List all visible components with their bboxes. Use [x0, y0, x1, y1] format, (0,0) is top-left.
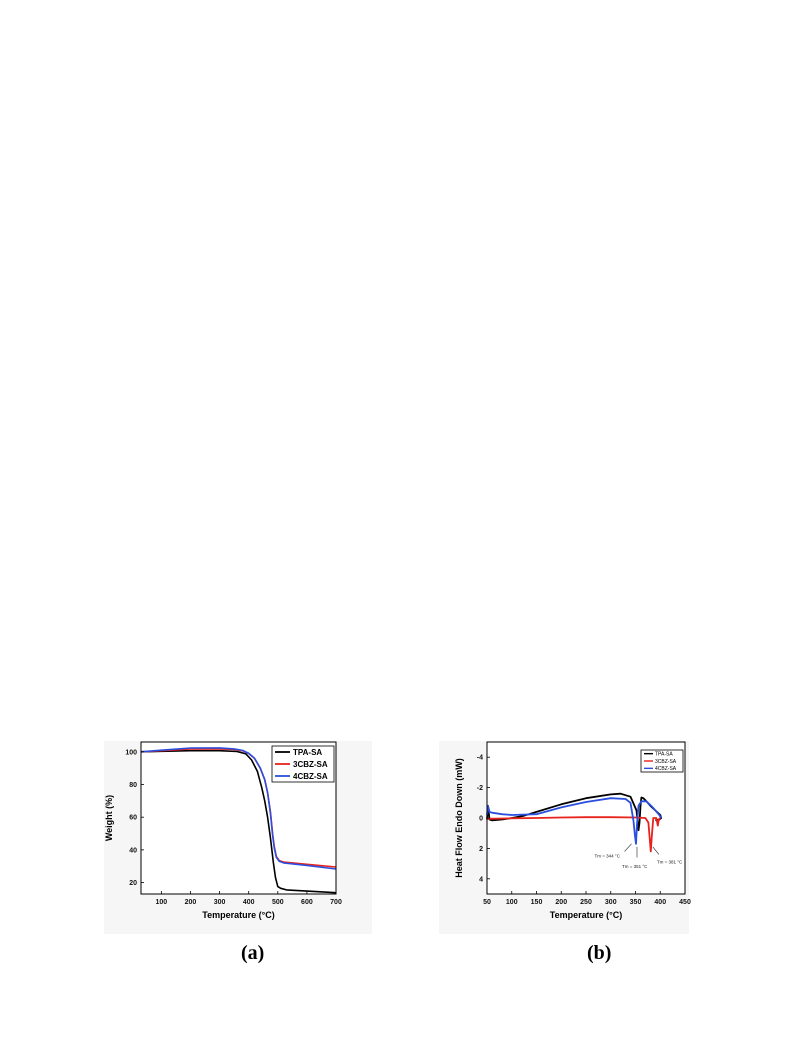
- chart-0-xlabel: Temperature (°C): [202, 910, 274, 920]
- chart-1-ytick-label-0: 0: [479, 816, 483, 823]
- chart-0-xtick-label-400: 400: [243, 899, 255, 906]
- chart-1-annotation-0: Tm = 344 °C: [595, 854, 621, 859]
- chart-1-xtick-label-400: 400: [654, 899, 666, 906]
- chart-0-series-tpa-sa-line: [140, 749, 337, 894]
- chart-1-series-3cbz-sa-line: [486, 816, 661, 853]
- chart-0-series-4cbz-sa-line: [140, 747, 337, 870]
- chart-1-legend-box: [640, 749, 684, 773]
- chart-1-xtick-label-100: 100: [506, 899, 518, 906]
- chart-1-ylabel: Heat Flow Endo Down (mW): [454, 758, 464, 878]
- chart-0-legend-label-3cbz-sa: 3CBZ-SA: [293, 760, 328, 769]
- chart-1-ytick-label-4: 4: [479, 876, 483, 883]
- chart-0-ytick-label-100: 100: [125, 749, 137, 756]
- chart-0-xtick-label-200: 200: [185, 899, 197, 906]
- chart-1-xtick-label-300: 300: [605, 899, 617, 906]
- chart-0-ytick-label-60: 60: [129, 815, 137, 822]
- chart-1-xtick-label-450: 450: [679, 899, 691, 906]
- chart-0-xtick-label-300: 300: [214, 899, 226, 906]
- chart-0-ytick-label-40: 40: [129, 847, 137, 854]
- chart-1-ytick-label--4: -4: [477, 755, 483, 762]
- chart-1-legend-label-4cbz-sa: 4CBZ-SA: [655, 766, 677, 772]
- panel-label-a: (a): [241, 942, 265, 964]
- chart-0-legend-label-tpa-sa: TPA-SA: [293, 748, 322, 757]
- panel-label-b: (b): [587, 942, 612, 964]
- chart-0-plot-frame: [140, 741, 337, 895]
- chart-1-annotation-arrow-2: [652, 846, 660, 855]
- chart-1-annotation-1: Tm = 351 °C: [622, 864, 648, 869]
- chart-0-ytick-label-80: 80: [129, 782, 137, 789]
- chart-1-ytick-label--2: -2: [477, 785, 483, 792]
- chart-1-annotation-arrow-0: [624, 843, 632, 852]
- chart-1-ytick-label-2: 2: [479, 846, 483, 853]
- chart-0-ylabel: Weight (%): [104, 795, 114, 841]
- chart-1-xtick-label-150: 150: [531, 899, 543, 906]
- chart-1-xlabel: Temperature (°C): [550, 910, 622, 920]
- chart-1-legend-label-3cbz-sa: 3CBZ-SA: [655, 759, 677, 765]
- chart-1-xtick-label-350: 350: [630, 899, 642, 906]
- chart-1-legend-label-tpa-sa: TPA-SA: [655, 751, 673, 757]
- chart-1-series-4cbz-sa-line: [486, 797, 662, 845]
- chart-0-xtick-label-100: 100: [156, 899, 168, 906]
- chart-1-xtick-label-250: 250: [580, 899, 592, 906]
- chart-0-legend-label-4cbz-sa: 4CBZ-SA: [293, 772, 328, 781]
- chart-1-xtick-label-200: 200: [555, 899, 567, 906]
- chart-1-xtick-label-50: 50: [483, 899, 491, 906]
- chart-0-xtick-label-700: 700: [330, 899, 342, 906]
- chart-0-xtick-label-500: 500: [272, 899, 284, 906]
- chart-0-ytick-label-20: 20: [129, 880, 137, 887]
- chart-1-annotation-2: Tm = 381 °C: [657, 860, 683, 865]
- chart-0-xtick-label-600: 600: [301, 899, 313, 906]
